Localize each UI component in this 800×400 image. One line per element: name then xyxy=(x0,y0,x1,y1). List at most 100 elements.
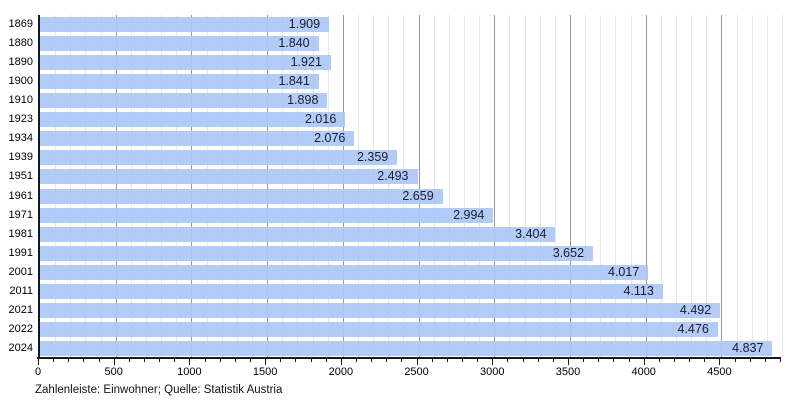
x-axis-tick-label: 500 xyxy=(104,366,123,378)
bar-value-label: 1.909 xyxy=(288,17,321,32)
bar-row: 3.652 xyxy=(40,244,782,263)
bar-row: 2.016 xyxy=(40,110,782,129)
x-axis-tick xyxy=(128,359,130,362)
x-axis-tick-label: 1500 xyxy=(252,366,278,378)
x-axis-tick xyxy=(325,359,327,362)
x-axis-tick xyxy=(340,359,342,365)
grid-minor-line xyxy=(358,15,359,358)
year-label: 1961 xyxy=(8,189,33,202)
x-axis-tick xyxy=(477,359,479,362)
x-axis-tick xyxy=(416,359,418,365)
population-bar: 3.404 xyxy=(40,226,556,242)
x-axis-tick-label: 1000 xyxy=(177,366,202,378)
year-label: 1890 xyxy=(8,56,33,69)
bar-row: 4.017 xyxy=(40,263,782,282)
year-label: 2021 xyxy=(8,303,33,316)
bar-value-label: 2.994 xyxy=(453,207,485,222)
grid-major-line xyxy=(191,15,193,358)
grid-minor-line xyxy=(206,15,208,358)
bar-row: 1.840 xyxy=(40,34,782,53)
x-axis-tick xyxy=(674,359,675,362)
grid-major-line xyxy=(115,15,117,358)
x-axis-tick xyxy=(189,359,191,365)
grid-minor-line xyxy=(176,15,178,358)
population-bar: 2.994 xyxy=(40,207,494,223)
x-axis-tick xyxy=(431,359,433,362)
bar-row: 1.921 xyxy=(40,53,782,72)
grid-minor-line xyxy=(100,15,102,358)
grid-minor-line xyxy=(161,15,163,358)
x-axis-tick xyxy=(537,359,539,362)
year-label: 2001 xyxy=(8,265,33,278)
bar-value-label: 1.921 xyxy=(290,55,322,70)
bar-row: 2.493 xyxy=(40,167,782,186)
x-axis-tick xyxy=(704,359,706,362)
population-bar: 4.837 xyxy=(40,340,773,356)
x-axis-tick xyxy=(401,359,403,362)
bar-value-label: 4.113 xyxy=(623,283,654,298)
bar-row: 4.476 xyxy=(40,320,782,339)
grid-minor-line xyxy=(70,15,72,358)
bar-value-label: 4.017 xyxy=(608,264,640,279)
x-axis-line xyxy=(37,357,781,359)
grid-minor-line xyxy=(524,15,526,358)
population-bar: 4.113 xyxy=(40,283,663,299)
x-axis-tick xyxy=(174,359,176,362)
grid-major-line xyxy=(494,15,496,358)
bar-value-label: 2.493 xyxy=(377,169,409,184)
bar-row: 2.359 xyxy=(40,148,782,167)
population-bar: 2.076 xyxy=(40,131,355,147)
x-axis-tick xyxy=(719,359,721,365)
grid-minor-line xyxy=(676,15,677,358)
x-axis-tick-label: 2500 xyxy=(404,366,429,378)
bar-value-label: 4.837 xyxy=(732,340,764,355)
bar-value-label: 2.659 xyxy=(402,188,434,203)
x-axis-tick xyxy=(371,359,373,362)
bar-value-label: 4.476 xyxy=(677,321,709,336)
x-axis-tick xyxy=(295,359,297,362)
grid-major-line xyxy=(570,15,571,358)
grid-minor-line xyxy=(585,15,587,358)
grid-minor-line xyxy=(85,15,87,358)
grid-minor-line xyxy=(433,15,435,358)
x-axis-tick xyxy=(689,359,691,362)
grid-minor-line xyxy=(766,15,768,358)
x-axis-tick xyxy=(356,359,357,362)
year-label: 1991 xyxy=(8,246,33,259)
grid-minor-line xyxy=(751,15,753,358)
x-axis-tick xyxy=(310,359,312,362)
bar-row: 3.404 xyxy=(40,225,782,244)
bar-value-label: 2.016 xyxy=(304,112,337,127)
population-bar: 2.659 xyxy=(40,188,443,204)
x-axis-tick-label: 2000 xyxy=(328,366,354,378)
bar-value-label: 2.076 xyxy=(314,131,346,146)
grid-minor-line xyxy=(282,15,284,358)
population-bar: 2.016 xyxy=(40,112,346,128)
grid-minor-line xyxy=(630,15,632,358)
grid-minor-line xyxy=(373,15,375,358)
grid-minor-line xyxy=(312,15,314,358)
x-axis-tick xyxy=(144,359,145,362)
bar-value-label: 1.898 xyxy=(287,93,319,108)
x-axis-tick xyxy=(250,359,251,362)
x-axis-tick xyxy=(53,359,55,362)
grid-minor-line xyxy=(146,15,147,358)
x-axis-tick xyxy=(280,359,282,362)
bar-row: 4.492 xyxy=(40,301,782,320)
bar-row: 2.659 xyxy=(40,187,782,206)
bar-value-label: 1.840 xyxy=(278,36,310,51)
x-axis-tick xyxy=(38,359,39,365)
grid-minor-line xyxy=(600,15,602,358)
grid-minor-line xyxy=(388,15,390,358)
year-label: 2011 xyxy=(9,284,33,297)
grid-minor-line xyxy=(236,15,238,358)
x-axis-tick-label: 3500 xyxy=(555,366,581,378)
grid-major-line xyxy=(267,15,269,358)
year-label: 1910 xyxy=(8,94,33,107)
year-label: 1869 xyxy=(8,18,33,31)
x-axis-tick xyxy=(568,359,569,365)
population-bar: 4.476 xyxy=(40,321,718,337)
x-axis-tick-label: 3000 xyxy=(480,366,505,378)
x-axis-tick xyxy=(204,359,206,362)
grid-minor-line xyxy=(660,15,662,358)
